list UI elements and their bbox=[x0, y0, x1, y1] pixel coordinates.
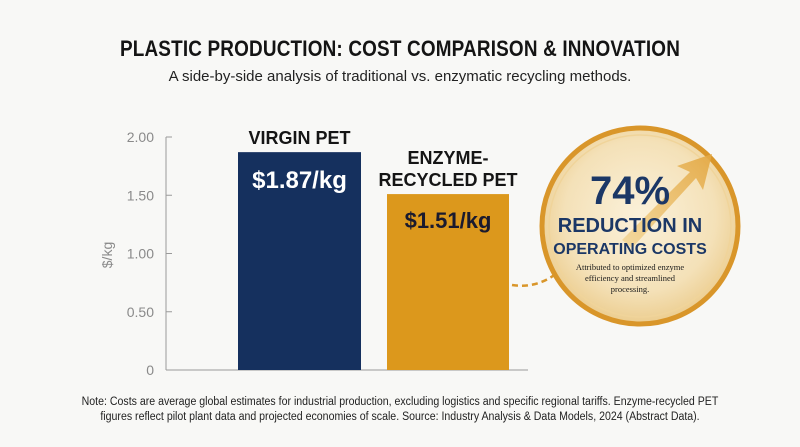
footnote: Note: Costs are average global estimates… bbox=[69, 395, 731, 425]
bar bbox=[387, 194, 509, 370]
category-label: ENZYME- bbox=[408, 148, 489, 168]
savings-callout: 74% REDUCTION IN OPERATING COSTS Attribu… bbox=[511, 125, 741, 327]
category-label: RECYCLED PET bbox=[378, 170, 517, 190]
trend-arrow-icon bbox=[622, 154, 712, 248]
footnote-line-1: Note: Costs are average global estimates… bbox=[81, 396, 719, 408]
bar-value-label: $1.51/kg bbox=[405, 208, 492, 233]
y-tick-label: 1.00 bbox=[127, 246, 154, 262]
callout-headline-1: REDUCTION IN bbox=[558, 215, 702, 237]
bar bbox=[238, 152, 361, 370]
callout-detail-3: processing. bbox=[611, 284, 649, 294]
y-tick-label: 0.50 bbox=[127, 304, 154, 320]
callout-percent: 74% bbox=[590, 169, 670, 213]
callout-detail-1: Attributed to optimized enzyme bbox=[576, 262, 685, 272]
callout-connector bbox=[511, 269, 561, 287]
callout-detail-2: efficiency and streamlined bbox=[585, 273, 676, 283]
footnote-line-2: figures reflect pilot plant data and pro… bbox=[100, 411, 700, 423]
y-tick-label: 1.50 bbox=[127, 187, 154, 203]
chart-subtitle: A side-by-side analysis of traditional v… bbox=[168, 68, 632, 85]
y-tick-label: 2.00 bbox=[127, 129, 154, 145]
bar-value-label: $1.87/kg bbox=[252, 167, 347, 194]
y-tick-label: 0 bbox=[146, 362, 154, 378]
callout-headline-2: OPERATING COSTS bbox=[553, 241, 707, 258]
y-axis-label: $/kg bbox=[99, 242, 115, 268]
callout-inner-ring bbox=[548, 134, 732, 318]
category-label: VIRGIN PET bbox=[248, 128, 350, 148]
chart-title: PLASTIC PRODUCTION: COST COMPARISON & IN… bbox=[119, 36, 681, 61]
